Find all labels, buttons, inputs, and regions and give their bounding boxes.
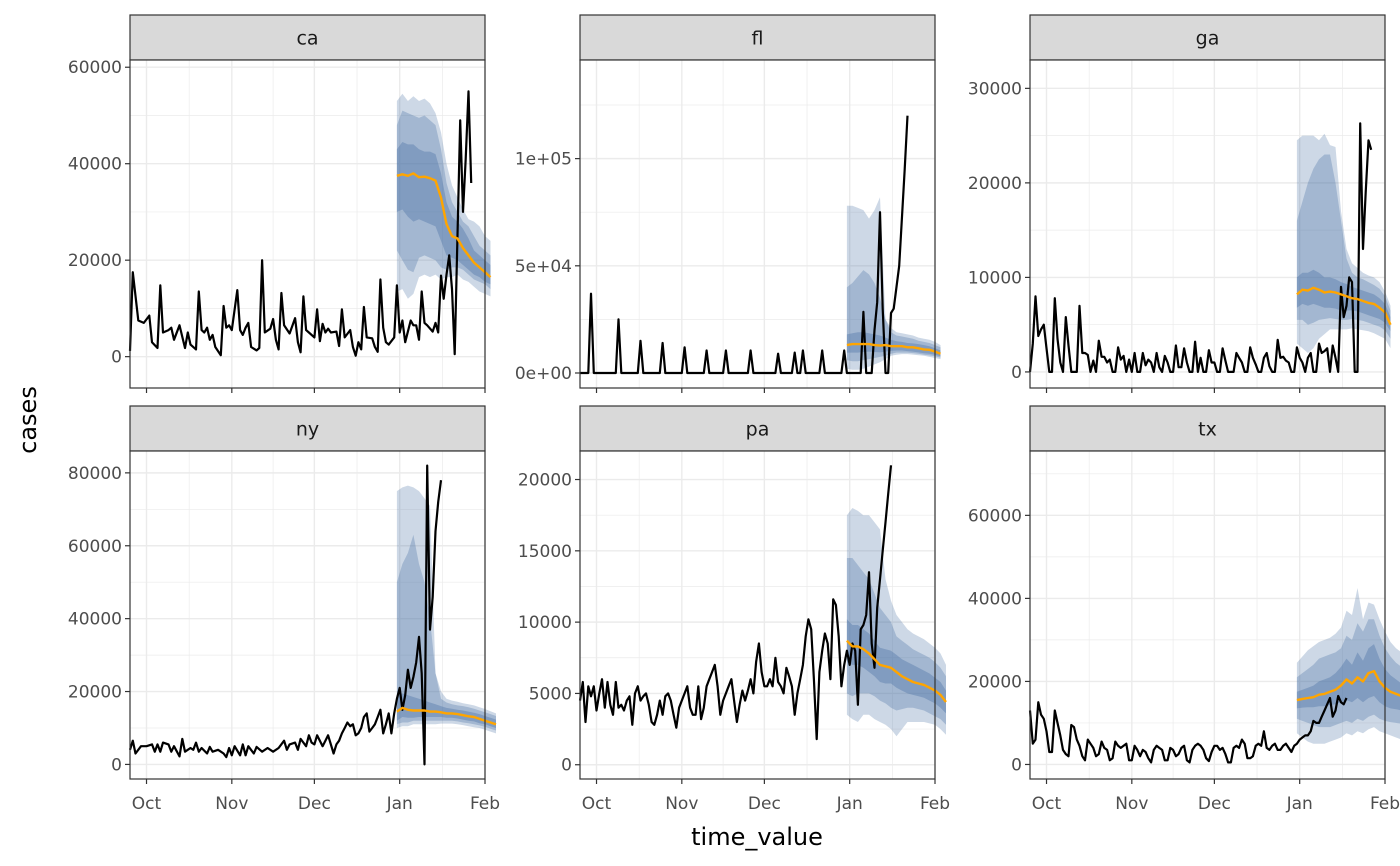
observed-cases-line: [128, 90, 473, 357]
y-tick-label: 40000: [968, 589, 1022, 609]
x-tick-label: Feb: [470, 794, 500, 814]
y-axis-title: cases: [14, 386, 42, 454]
facet-strip: [1029, 405, 1386, 452]
y-tick-label: 1e+05: [515, 150, 572, 170]
panel-border: [1029, 450, 1386, 780]
forecast-band-outer: [846, 508, 946, 737]
y-tick-label: 10000: [968, 268, 1022, 288]
panel-border: [1029, 59, 1386, 389]
minor-gridlines: [580, 451, 935, 779]
y-tick-label: 0: [1011, 755, 1022, 775]
y-tick-label: 20000: [968, 174, 1022, 194]
x-axis-title: time_value: [691, 823, 823, 851]
x-tick-label: Dec: [748, 794, 781, 814]
median-forecast-line: [1296, 286, 1392, 326]
y-tick-label: 60000: [68, 537, 122, 557]
y-tick-label: 30000: [968, 79, 1022, 99]
observed-cases-line: [128, 464, 443, 766]
minor-gridlines: [1030, 451, 1385, 779]
facet-strip-label: ca: [296, 28, 318, 50]
facet-strip-label: ny: [296, 419, 319, 441]
y-tick-label: 20000: [518, 471, 572, 491]
y-tick-label: 60000: [68, 58, 122, 78]
y-tick-label: 60000: [968, 506, 1022, 526]
y-tick-label: 5e+04: [515, 257, 572, 277]
y-tick-label: 20000: [68, 683, 122, 703]
panel-border: [129, 59, 486, 389]
x-tick-label: Feb: [1370, 794, 1400, 814]
median-forecast-line: [846, 342, 941, 355]
forecast-band-outer: [846, 197, 941, 370]
y-tick-label: 0: [1011, 363, 1022, 383]
facet-ca: ca 0 20000 40000 60000: [68, 14, 492, 393]
y-tick-label: 5000: [529, 684, 572, 704]
facet-strip-label: fl: [752, 28, 764, 50]
facet-ny: ny 0 20000 40000 60000 80000 Oct Nov Dec Jan Feb: [68, 405, 500, 814]
median-forecast-line: [846, 639, 947, 703]
median-forecast-line: [1296, 669, 1400, 702]
facet-strip: [579, 14, 936, 61]
y-tick-label: 40000: [68, 610, 122, 630]
forecast-band-outer: [1296, 133, 1391, 353]
y-tick-label: 20000: [968, 672, 1022, 692]
facet-strip: [129, 405, 486, 452]
x-tick-label: Nov: [215, 794, 248, 814]
x-tick-label: Nov: [665, 794, 698, 814]
x-tick-label: Jan: [386, 794, 413, 814]
x-tick-label: Feb: [920, 794, 950, 814]
observed-cases-line: [580, 115, 909, 375]
y-tick-label: 0: [111, 348, 122, 368]
facet-strip-label: tx: [1198, 419, 1217, 441]
forecast-band-middle: [1296, 154, 1391, 339]
x-tick-label: Dec: [298, 794, 331, 814]
x-tick-label: Nov: [1115, 794, 1148, 814]
y-tick-label: 10000: [518, 613, 572, 633]
forecast-band-outer: [1296, 588, 1400, 744]
forecast-band-inner: [846, 332, 941, 357]
observed-cases-line: [1028, 122, 1373, 373]
median-forecast-line: [396, 706, 497, 726]
observed-cases-line: [1028, 694, 1348, 764]
facet-strip: [1029, 14, 1386, 61]
y-tick-label: 15000: [518, 542, 572, 562]
facet-strip-label: ga: [1196, 28, 1220, 50]
minor-gridlines: [130, 60, 485, 388]
panel-border: [129, 450, 486, 780]
forecast-band-middle: [846, 270, 941, 362]
x-tick-label: Jan: [836, 794, 863, 814]
forecast-band-middle: [396, 110, 491, 290]
x-tick-label: Dec: [1198, 794, 1231, 814]
median-forecast-line: [396, 172, 492, 278]
y-tick-label: 0: [111, 755, 122, 775]
y-tick-label: 20000: [68, 251, 122, 271]
forecast-band-outer: [396, 93, 491, 299]
y-tick-label: 80000: [68, 464, 122, 484]
panel-border: [579, 450, 936, 780]
facet-tx: tx 0 20000 40000 60000 Oct Nov Dec Jan Feb: [968, 405, 1400, 814]
x-tick-label: Oct: [582, 794, 612, 814]
y-tick-label: 0: [561, 756, 572, 776]
x-tick-label: Jan: [1286, 794, 1313, 814]
minor-gridlines: [130, 451, 485, 779]
facet-fl: fl 0e+00 5e+04 1e+05: [515, 14, 941, 393]
observed-cases-line: [578, 465, 893, 741]
x-tick-label: Oct: [132, 794, 162, 814]
facet-strip: [129, 14, 486, 61]
y-tick-label: 0e+00: [515, 364, 572, 384]
forecast-band-inner: [1296, 269, 1391, 332]
panel-border: [579, 59, 936, 389]
facet-pa: pa 0 5000 10000 15000 20000 Oct Nov Dec Jan Feb: [518, 405, 950, 814]
minor-gridlines: [580, 60, 935, 388]
x-tick-label: Oct: [1032, 794, 1062, 814]
facet-ga: ga 0 10000 20000 30000: [968, 14, 1392, 393]
minor-gridlines: [1030, 60, 1385, 388]
forecast-band-middle: [1296, 619, 1400, 728]
y-tick-label: 40000: [68, 155, 122, 175]
facet-strip-label: pa: [746, 419, 770, 441]
